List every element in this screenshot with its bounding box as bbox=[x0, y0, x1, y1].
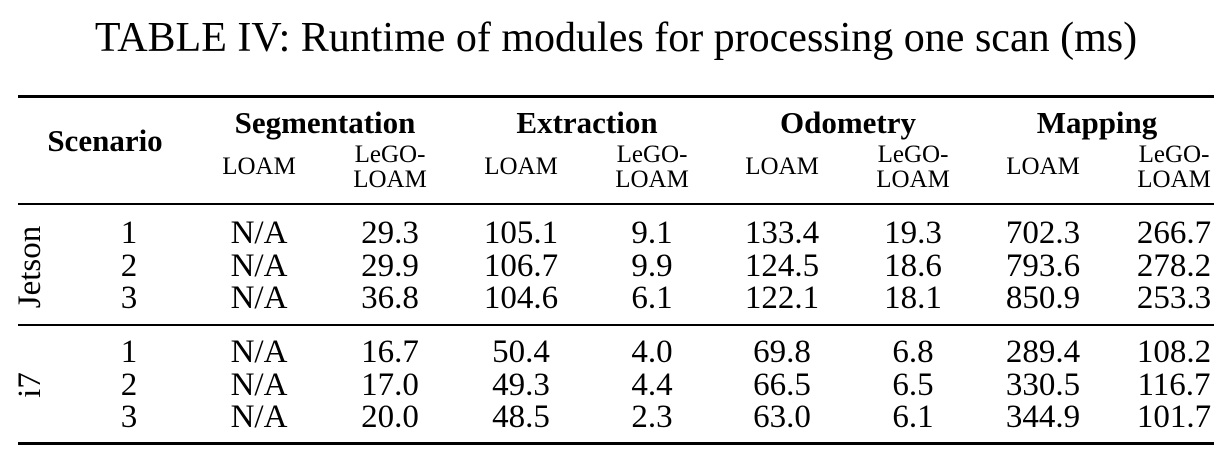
value-cell: 4.4 bbox=[631, 367, 673, 403]
subheader-extraction-lego-line2: LOAM bbox=[615, 166, 689, 193]
platform-label-i7: i7 bbox=[12, 372, 48, 398]
subheader-extraction-loam: LOAM bbox=[484, 153, 558, 180]
value-cell: 20.0 bbox=[361, 399, 419, 435]
value-cell: 108.2 bbox=[1136, 334, 1212, 370]
subheader-mapping-loam: LOAM bbox=[1006, 153, 1080, 180]
value-cell: 49.3 bbox=[492, 367, 550, 403]
value-cell: 105.1 bbox=[483, 215, 559, 251]
top-rule bbox=[18, 95, 1214, 98]
value-cell: 69.8 bbox=[753, 334, 811, 370]
value-cell: 4.0 bbox=[631, 334, 673, 370]
value-cell: 344.9 bbox=[1005, 399, 1081, 435]
subheader-mapping-lego-line1: LeGO- bbox=[1138, 141, 1210, 168]
value-cell: N/A bbox=[230, 334, 288, 370]
value-cell: 16.7 bbox=[361, 334, 419, 370]
value-cell: 104.6 bbox=[483, 280, 559, 316]
subheader-odometry-loam: LOAM bbox=[745, 153, 819, 180]
value-cell: 9.1 bbox=[631, 215, 673, 251]
value-cell: 18.6 bbox=[884, 248, 942, 284]
value-cell: 19.3 bbox=[884, 215, 942, 251]
value-cell: 50.4 bbox=[492, 334, 550, 370]
value-cell: 101.7 bbox=[1136, 399, 1212, 435]
value-cell: 850.9 bbox=[1005, 280, 1081, 316]
scenario-header: Scenario bbox=[47, 123, 163, 158]
scenario-cell: 2 bbox=[120, 367, 138, 403]
subheader-extraction-lego-line1: LeGO- bbox=[616, 141, 688, 168]
scenario-cell: 1 bbox=[120, 334, 138, 370]
subheader-odometry-lego-line2: LOAM bbox=[876, 166, 950, 193]
value-cell: 36.8 bbox=[361, 280, 419, 316]
value-cell: 9.9 bbox=[631, 248, 673, 284]
header-rule bbox=[18, 203, 1214, 205]
value-cell: 116.7 bbox=[1137, 367, 1211, 403]
value-cell: 29.9 bbox=[361, 248, 419, 284]
subheader-segmentation-loam: LOAM bbox=[222, 153, 296, 180]
value-cell: 6.1 bbox=[631, 280, 673, 316]
subheader-mapping-lego-line2: LOAM bbox=[1137, 166, 1211, 193]
value-cell: N/A bbox=[230, 215, 288, 251]
value-cell: 330.5 bbox=[1005, 367, 1081, 403]
group-header-extraction: Extraction bbox=[516, 105, 658, 140]
bottom-rule bbox=[18, 442, 1214, 445]
value-cell: 278.2 bbox=[1136, 248, 1212, 284]
group-header-odometry: Odometry bbox=[779, 105, 917, 140]
value-cell: 793.6 bbox=[1005, 248, 1081, 284]
value-cell: 2.3 bbox=[631, 399, 673, 435]
scenario-cell: 3 bbox=[120, 399, 138, 435]
value-cell: N/A bbox=[230, 367, 288, 403]
value-cell: N/A bbox=[230, 280, 288, 316]
value-cell: 48.5 bbox=[492, 399, 550, 435]
value-cell: 124.5 bbox=[744, 248, 820, 284]
value-cell: 29.3 bbox=[361, 215, 419, 251]
value-cell: 6.1 bbox=[892, 399, 934, 435]
scenario-cell: 2 bbox=[120, 248, 138, 284]
value-cell: 702.3 bbox=[1005, 215, 1081, 251]
value-cell: 66.5 bbox=[753, 367, 811, 403]
value-cell: 106.7 bbox=[483, 248, 559, 284]
group-header-mapping: Mapping bbox=[1036, 105, 1158, 140]
subheader-odometry-lego-line1: LeGO- bbox=[877, 141, 949, 168]
value-cell: N/A bbox=[230, 248, 288, 284]
subheader-segmentation-lego-line1: LeGO- bbox=[354, 141, 426, 168]
scenario-cell: 1 bbox=[120, 215, 138, 251]
platform-label-jetson: Jetson bbox=[12, 225, 48, 309]
table-caption: TABLE IV: Runtime of modules for process… bbox=[94, 15, 1138, 61]
scenario-cell: 3 bbox=[120, 280, 138, 316]
subheader-segmentation-lego-line2: LOAM bbox=[353, 166, 427, 193]
group-rule bbox=[18, 324, 1214, 326]
group-header-segmentation: Segmentation bbox=[234, 105, 416, 140]
value-cell: 253.3 bbox=[1136, 280, 1212, 316]
value-cell: 289.4 bbox=[1005, 334, 1081, 370]
value-cell: 122.1 bbox=[744, 280, 820, 316]
value-cell: 266.7 bbox=[1136, 215, 1212, 251]
value-cell: 18.1 bbox=[884, 280, 942, 316]
value-cell: 6.5 bbox=[892, 367, 934, 403]
value-cell: 133.4 bbox=[744, 215, 820, 251]
value-cell: 17.0 bbox=[361, 367, 419, 403]
value-cell: 63.0 bbox=[753, 399, 811, 435]
value-cell: N/A bbox=[230, 399, 288, 435]
value-cell: 6.8 bbox=[892, 334, 934, 370]
